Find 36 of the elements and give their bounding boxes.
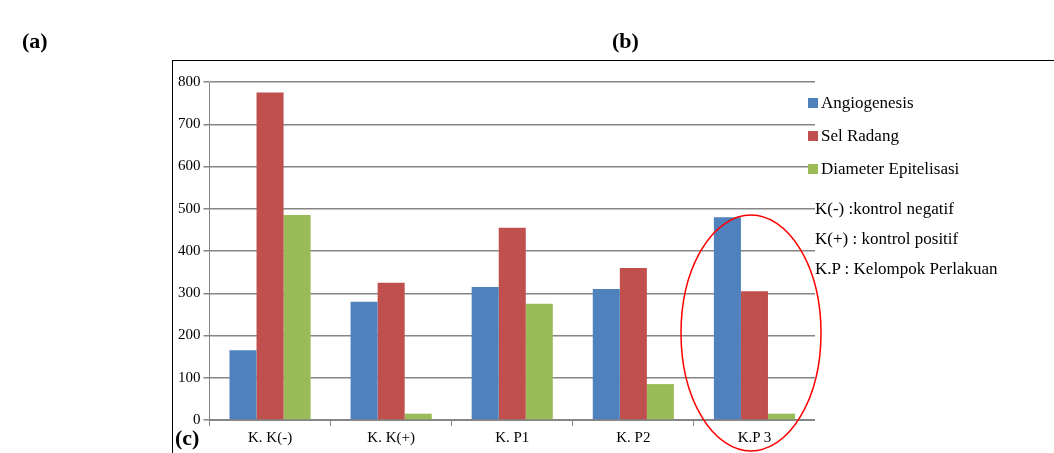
annotation: K(-) :kontrol negatif [815, 199, 954, 219]
bar [229, 350, 257, 420]
y-tick-label: 500 [178, 199, 201, 216]
bar [498, 227, 526, 420]
bar [256, 92, 284, 420]
bar [592, 289, 620, 420]
bar [350, 301, 378, 420]
legend-label: Diameter Epitelisasi [820, 159, 960, 179]
x-tick-label: K. K(+) [367, 428, 415, 446]
text: (a) [22, 28, 48, 54]
bar [283, 215, 311, 420]
text: (b) [612, 28, 639, 54]
x-tick-label: K.P 3 [737, 428, 772, 445]
bar [471, 286, 499, 420]
y-tick-label: 600 [178, 157, 201, 174]
x-tick-label: K. P1 [495, 428, 530, 445]
y-tick-label: 300 [178, 284, 201, 301]
bar [619, 267, 647, 420]
y-tick-label: 800 [178, 72, 201, 89]
bar [377, 282, 405, 420]
legend-label: Angiogenesis [820, 93, 914, 113]
bar [646, 384, 674, 420]
y-tick-label: 400 [178, 241, 201, 258]
y-tick-label: 700 [178, 115, 201, 132]
y-tick-label: 0 [193, 410, 201, 427]
bar [525, 303, 553, 420]
legend-label: Sel Radang [820, 126, 899, 146]
x-tick-label: K. P2 [616, 428, 651, 445]
x-tick-label: K. K(-) [247, 428, 293, 446]
annotation: K(+) : kontrol positif [815, 229, 959, 249]
y-tick-label: 200 [178, 326, 201, 343]
text: (c) [175, 425, 200, 451]
bar [740, 291, 768, 420]
bar [713, 217, 741, 420]
y-tick-label: 100 [178, 368, 201, 385]
annotation: K.P : Kelompok Perlakuan [815, 259, 998, 279]
